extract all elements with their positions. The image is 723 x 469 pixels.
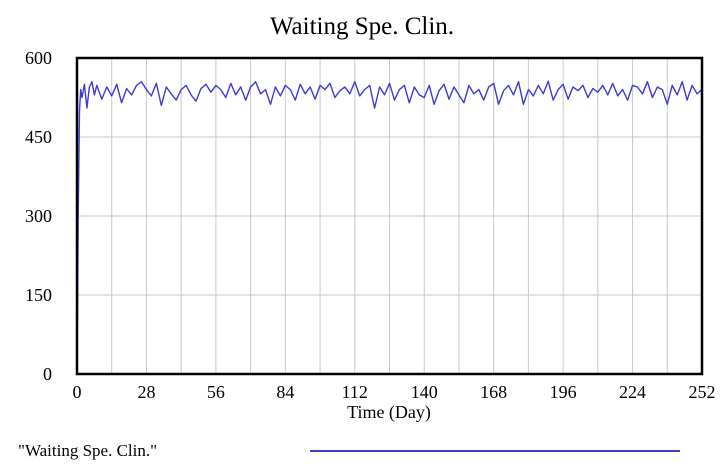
y-tick-label: 600 bbox=[25, 48, 52, 68]
x-tick-label: 168 bbox=[480, 382, 507, 402]
grid-lines bbox=[77, 58, 702, 374]
y-tick-label: 150 bbox=[25, 285, 52, 305]
x-tick-label: 0 bbox=[73, 382, 82, 402]
chart-title: Waiting Spe. Clin. bbox=[270, 13, 454, 40]
x-tick-label: 84 bbox=[276, 382, 294, 402]
x-tick-label: 56 bbox=[207, 382, 225, 402]
x-tick-label: 224 bbox=[619, 382, 646, 402]
y-tick-label: 0 bbox=[43, 364, 52, 384]
x-tick-label: 196 bbox=[550, 382, 577, 402]
x-tick-label: 252 bbox=[689, 382, 716, 402]
series-line-waiting-spe-clin bbox=[76, 80, 703, 375]
x-axis-label: Time (Day) bbox=[347, 402, 431, 423]
x-tick-label: 140 bbox=[411, 382, 438, 402]
y-tick-label: 450 bbox=[25, 127, 52, 147]
x-axis-tick-labels: 0 28 56 84 112 140 168 196 224 252 bbox=[73, 382, 716, 402]
x-tick-label: 112 bbox=[342, 382, 368, 402]
legend-label: "Waiting Spe. Clin." bbox=[18, 441, 157, 460]
x-tick-label: 28 bbox=[137, 382, 155, 402]
series-layer bbox=[76, 80, 703, 375]
plot-frame bbox=[75, 56, 704, 376]
y-tick-label: 300 bbox=[25, 206, 52, 226]
y-axis-tick-labels: 0 150 300 450 600 bbox=[25, 48, 52, 384]
